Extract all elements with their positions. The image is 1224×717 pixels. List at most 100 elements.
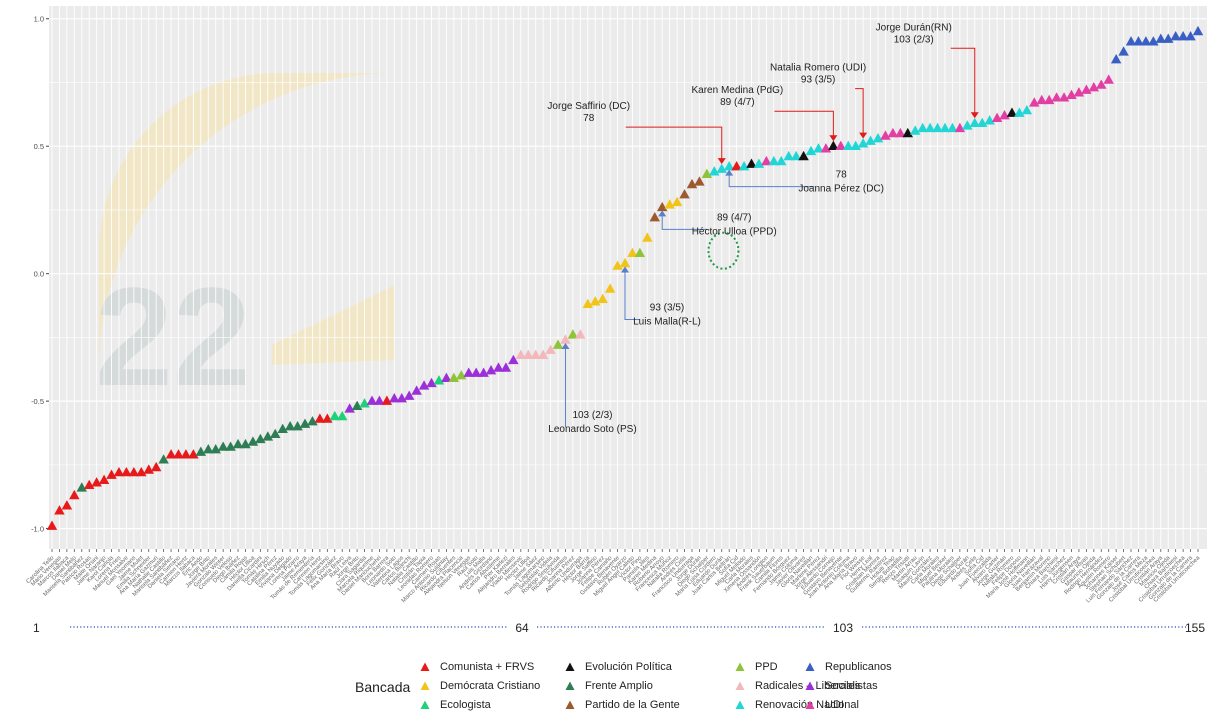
data-point bbox=[597, 293, 608, 303]
data-point bbox=[1163, 33, 1174, 43]
annotation-leader bbox=[774, 110, 834, 138]
data-point bbox=[820, 143, 832, 153]
annotation: Karen Medina (PdG)89 (4/7) bbox=[692, 85, 838, 142]
data-point bbox=[1096, 79, 1107, 89]
data-point bbox=[582, 298, 594, 309]
data-point bbox=[790, 150, 802, 161]
data-point bbox=[46, 520, 58, 530]
data-point bbox=[76, 482, 87, 492]
data-point bbox=[768, 155, 780, 166]
rank-label: 103 bbox=[833, 621, 853, 635]
data-point bbox=[537, 349, 549, 360]
data-point bbox=[247, 436, 259, 446]
data-point bbox=[686, 178, 698, 189]
legend-triangle-icon bbox=[735, 681, 745, 690]
data-point bbox=[1110, 53, 1122, 64]
legend-item: UDI bbox=[805, 697, 844, 713]
data-point bbox=[366, 395, 378, 405]
data-point bbox=[656, 201, 668, 212]
data-point bbox=[910, 125, 921, 135]
data-point bbox=[560, 334, 571, 344]
data-point bbox=[106, 469, 117, 479]
legend-triangle-icon bbox=[735, 700, 745, 709]
data-point bbox=[478, 367, 489, 377]
legend-label: Radicales – Liberales bbox=[755, 680, 861, 692]
data-point bbox=[709, 166, 720, 176]
legend-label: Republicanos bbox=[825, 661, 892, 673]
data-point bbox=[54, 505, 65, 515]
data-point bbox=[776, 155, 787, 166]
data-point bbox=[255, 433, 266, 444]
data-point bbox=[1140, 36, 1152, 46]
data-point bbox=[470, 367, 482, 377]
data-point bbox=[1133, 36, 1144, 46]
data-point bbox=[195, 446, 207, 456]
legend-item: PPD bbox=[735, 659, 778, 675]
data-point bbox=[872, 132, 884, 143]
legend-triangle-icon bbox=[735, 662, 745, 671]
annotation-arrowhead bbox=[859, 132, 868, 139]
annotation-arrowhead bbox=[658, 210, 667, 217]
data-point bbox=[426, 377, 437, 388]
data-point bbox=[113, 466, 125, 477]
data-point bbox=[902, 127, 913, 138]
data-point bbox=[1058, 92, 1070, 102]
annotation-text: Jorge Durán(RN) bbox=[876, 22, 952, 33]
data-point bbox=[240, 438, 251, 449]
data-point bbox=[493, 362, 504, 372]
annotation-text: 93 (3/5) bbox=[801, 75, 835, 86]
data-point bbox=[1036, 94, 1047, 105]
rank-label: 1 bbox=[33, 621, 40, 635]
annotation-text: Jorge Saffirio (DC) bbox=[547, 101, 630, 112]
legend-item: Ecologista bbox=[420, 697, 491, 713]
data-point bbox=[188, 449, 199, 459]
data-point bbox=[694, 176, 705, 186]
annotation-arrowhead bbox=[829, 135, 838, 142]
legend-item: Evolución Política bbox=[565, 659, 672, 675]
annotation-text: 103 (2/3) bbox=[894, 34, 934, 45]
data-point bbox=[314, 413, 326, 423]
data-point bbox=[98, 474, 110, 484]
data-point bbox=[567, 329, 579, 339]
data-point bbox=[850, 140, 861, 150]
data-point bbox=[150, 461, 162, 472]
data-point bbox=[217, 441, 229, 451]
annotation-text: Natalia Romero (UDI) bbox=[770, 63, 866, 74]
data-point bbox=[158, 454, 169, 464]
data-point bbox=[552, 339, 564, 349]
legend-item: Renovación Nacional bbox=[735, 697, 859, 713]
data-point bbox=[887, 127, 899, 138]
legend-label: Demócrata Cristiano bbox=[440, 680, 541, 692]
y-tick-label: 1.0 bbox=[34, 15, 44, 24]
data-point bbox=[61, 500, 73, 510]
annotation-arrowhead bbox=[561, 342, 570, 349]
data-point bbox=[976, 117, 988, 128]
data-point bbox=[716, 163, 727, 173]
annotation: 89 (4/7) Héctor Ulloa (PPD) bbox=[658, 210, 777, 237]
data-point bbox=[619, 257, 631, 268]
legend-label: Socialistas bbox=[825, 680, 878, 692]
data-point bbox=[165, 449, 177, 459]
data-point bbox=[590, 296, 601, 306]
data-point bbox=[322, 413, 333, 423]
y-axis: -1.0 -0.5 0.0 0.5 1.0 bbox=[31, 15, 49, 534]
annotation: Jorge Saffirio (DC)78 bbox=[547, 101, 726, 165]
data-point bbox=[545, 344, 556, 354]
data-point bbox=[403, 390, 415, 400]
data-point bbox=[396, 393, 407, 403]
data-point bbox=[932, 122, 943, 133]
annotation-text: 78 bbox=[836, 170, 848, 181]
legend-item: Comunista + FRVS bbox=[420, 659, 534, 675]
data-point bbox=[277, 423, 288, 433]
data-point bbox=[1192, 25, 1204, 36]
data-point bbox=[783, 150, 794, 161]
annotation-text: 93 (3/5) bbox=[650, 302, 684, 313]
data-point bbox=[270, 428, 281, 439]
data-point bbox=[813, 143, 824, 153]
annotation: 93 (3/5) Luis Malla(R-L) bbox=[621, 266, 701, 327]
rank-label: 155 bbox=[1185, 621, 1205, 635]
data-point bbox=[433, 375, 445, 385]
data-point bbox=[857, 138, 869, 148]
data-point bbox=[232, 438, 244, 449]
data-point bbox=[1066, 89, 1077, 100]
